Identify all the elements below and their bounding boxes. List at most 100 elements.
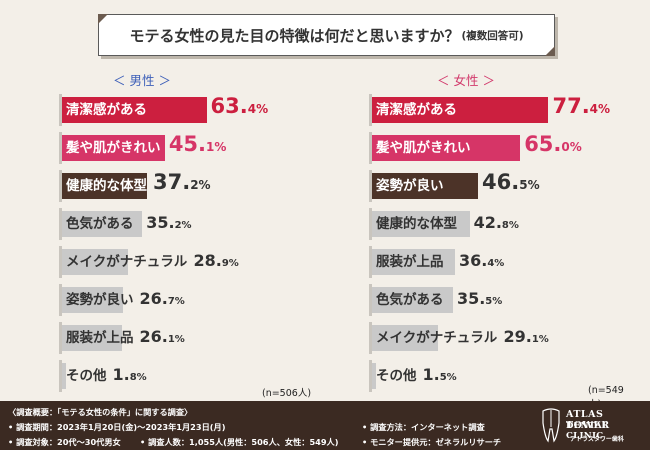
value-unit: 8% <box>129 372 147 383</box>
survey-provider: • モニター提供元：ゼネラルリサーチ <box>362 437 502 447</box>
value-number: 35. <box>456 289 486 308</box>
bar-value-label: 46.5% <box>482 170 540 194</box>
bar-value-label: 35.2% <box>146 213 191 232</box>
bar-baseline <box>369 94 372 126</box>
survey-method: • 調査方法：インターネット調査 <box>362 422 485 432</box>
bar-category-label: 健康的な体型 <box>66 178 147 194</box>
bar-baseline <box>369 284 372 316</box>
value-number: 29. <box>503 327 532 346</box>
bar-row: その他 1.8% <box>12 358 322 396</box>
bar-value-label: 42.8% <box>474 213 519 232</box>
value-number: 65. <box>524 132 562 156</box>
bar-row: 清潔感がある 63.4% <box>12 92 322 130</box>
value-unit: 7% <box>167 296 185 307</box>
bar-baseline <box>59 170 62 202</box>
bar-category-label: 清潔感がある <box>376 102 457 118</box>
bar-value-label: 28.9% <box>194 251 239 270</box>
value-unit: 2% <box>190 178 211 192</box>
bar-row: 服装が上品 36.4% <box>326 244 636 282</box>
bar-category-label: メイクがナチュラル <box>66 254 188 270</box>
bar-baseline <box>59 94 62 126</box>
value-number: 1. <box>422 365 440 384</box>
survey-footer: 〈調査概要：「モテる女性の条件」に関する調査〉 • 調査期間：2023年1月20… <box>0 401 650 450</box>
value-number: 37. <box>153 170 191 194</box>
value-unit: 0% <box>561 140 582 154</box>
value-unit: 5% <box>439 372 457 383</box>
value-number: 77. <box>552 94 590 118</box>
bar-value-label: 65.0% <box>524 132 582 156</box>
bar-baseline <box>369 360 372 392</box>
value-number: 1. <box>112 365 130 384</box>
male-chart: ＜ 男性 ＞ 清潔感がある 63.4% 髪や肌がきれい 45.1% 健康的な体型 37.2… <box>12 70 322 400</box>
bar-category-label: 色気がある <box>66 216 134 232</box>
bar-value-label: 26.7% <box>140 289 185 308</box>
bar-category-label: メイクがナチュラル <box>376 330 498 346</box>
female-label: ＜ 女性 ＞ <box>437 73 495 88</box>
bar-baseline <box>369 208 372 240</box>
tooth-icon <box>542 408 560 443</box>
bar-row: 姿勢が良い 46.5% <box>326 168 636 206</box>
female-chart: ＜ 女性 ＞ 清潔感がある 77.4% 髪や肌がきれい 65.0% 姿勢が良い 46.5%… <box>326 70 636 410</box>
male-label: ＜ 男性 ＞ <box>113 73 171 88</box>
bar-row: 健康的な体型 42.8% <box>326 206 636 244</box>
survey-overview: 〈調査概要：「モテる女性の条件」に関する調査〉 <box>8 407 193 417</box>
bar-value-label: 36.4% <box>459 251 504 270</box>
logo-text-line2: DENTAL CLINIC <box>566 421 609 441</box>
value-number: 46. <box>482 170 520 194</box>
logo-text-line1: ATLAS TOWER <box>566 409 610 431</box>
bar-value-label: 77.4% <box>552 94 610 118</box>
value-number: 63. <box>210 94 248 118</box>
bar-category-label: 色気がある <box>376 292 444 308</box>
bar-row: メイクがナチュラル 28.9% <box>12 244 322 282</box>
value-unit: 1% <box>206 140 227 154</box>
bar-baseline <box>59 360 62 392</box>
bar-value-label: 1.8% <box>113 365 147 384</box>
chart-subtitle: (複数回答可) <box>461 29 524 42</box>
bar-category-label: 服装が上品 <box>376 254 444 270</box>
bar <box>372 325 439 351</box>
value-unit: 2% <box>174 220 192 231</box>
bar-row: 色気がある 35.5% <box>326 282 636 320</box>
value-unit: 1% <box>167 334 185 345</box>
bar-category-label: 服装が上品 <box>66 330 134 346</box>
bar-value-label: 45.1% <box>169 132 227 156</box>
value-unit: 5% <box>519 178 540 192</box>
value-number: 28. <box>193 251 222 270</box>
bar-value-label: 1.5% <box>423 365 457 384</box>
bar-baseline <box>369 132 372 164</box>
bar <box>62 325 122 351</box>
title-corner-decoration <box>545 46 555 56</box>
bar-baseline <box>59 208 62 240</box>
value-unit: 4% <box>487 258 505 269</box>
bar-row: メイクがナチュラル 29.1% <box>326 320 636 358</box>
bar-category-label: 姿勢が良い <box>66 292 134 308</box>
bar-baseline <box>59 284 62 316</box>
bar-row: 服装が上品 26.1% <box>12 320 322 358</box>
value-number: 35. <box>146 213 175 232</box>
value-unit: 8% <box>501 220 519 231</box>
value-unit: 5% <box>485 296 503 307</box>
bar <box>372 135 521 161</box>
bar-baseline <box>59 246 62 278</box>
value-number: 36. <box>458 251 488 270</box>
bar <box>372 363 376 389</box>
bar-row: 髪や肌がきれい 65.0% <box>326 130 636 168</box>
bar-category-label: 髪や肌がきれい <box>376 140 471 156</box>
bar-category-label: 姿勢が良い <box>376 178 444 194</box>
chart-title: モテる女性の見た目の特徴は何だと思いますか？ <box>129 26 460 45</box>
bar-baseline <box>59 322 62 354</box>
bar-baseline <box>369 170 372 202</box>
bar <box>62 249 128 275</box>
bar-baseline <box>369 246 372 278</box>
bar <box>62 97 207 123</box>
survey-target: • 調査対象：20代〜30代男女 <box>8 437 121 447</box>
value-unit: 4% <box>589 102 611 116</box>
bar-category-label: その他 <box>66 368 107 384</box>
bar-row: 色気がある 35.2% <box>12 206 322 244</box>
bar <box>62 363 67 389</box>
bar <box>62 211 143 237</box>
bar <box>372 287 453 313</box>
value-number: 45. <box>168 132 207 156</box>
clinic-logo: ATLAS TOWER DENTAL CLINIC アトラスタワー歯科 <box>540 407 645 445</box>
bar <box>62 135 165 161</box>
